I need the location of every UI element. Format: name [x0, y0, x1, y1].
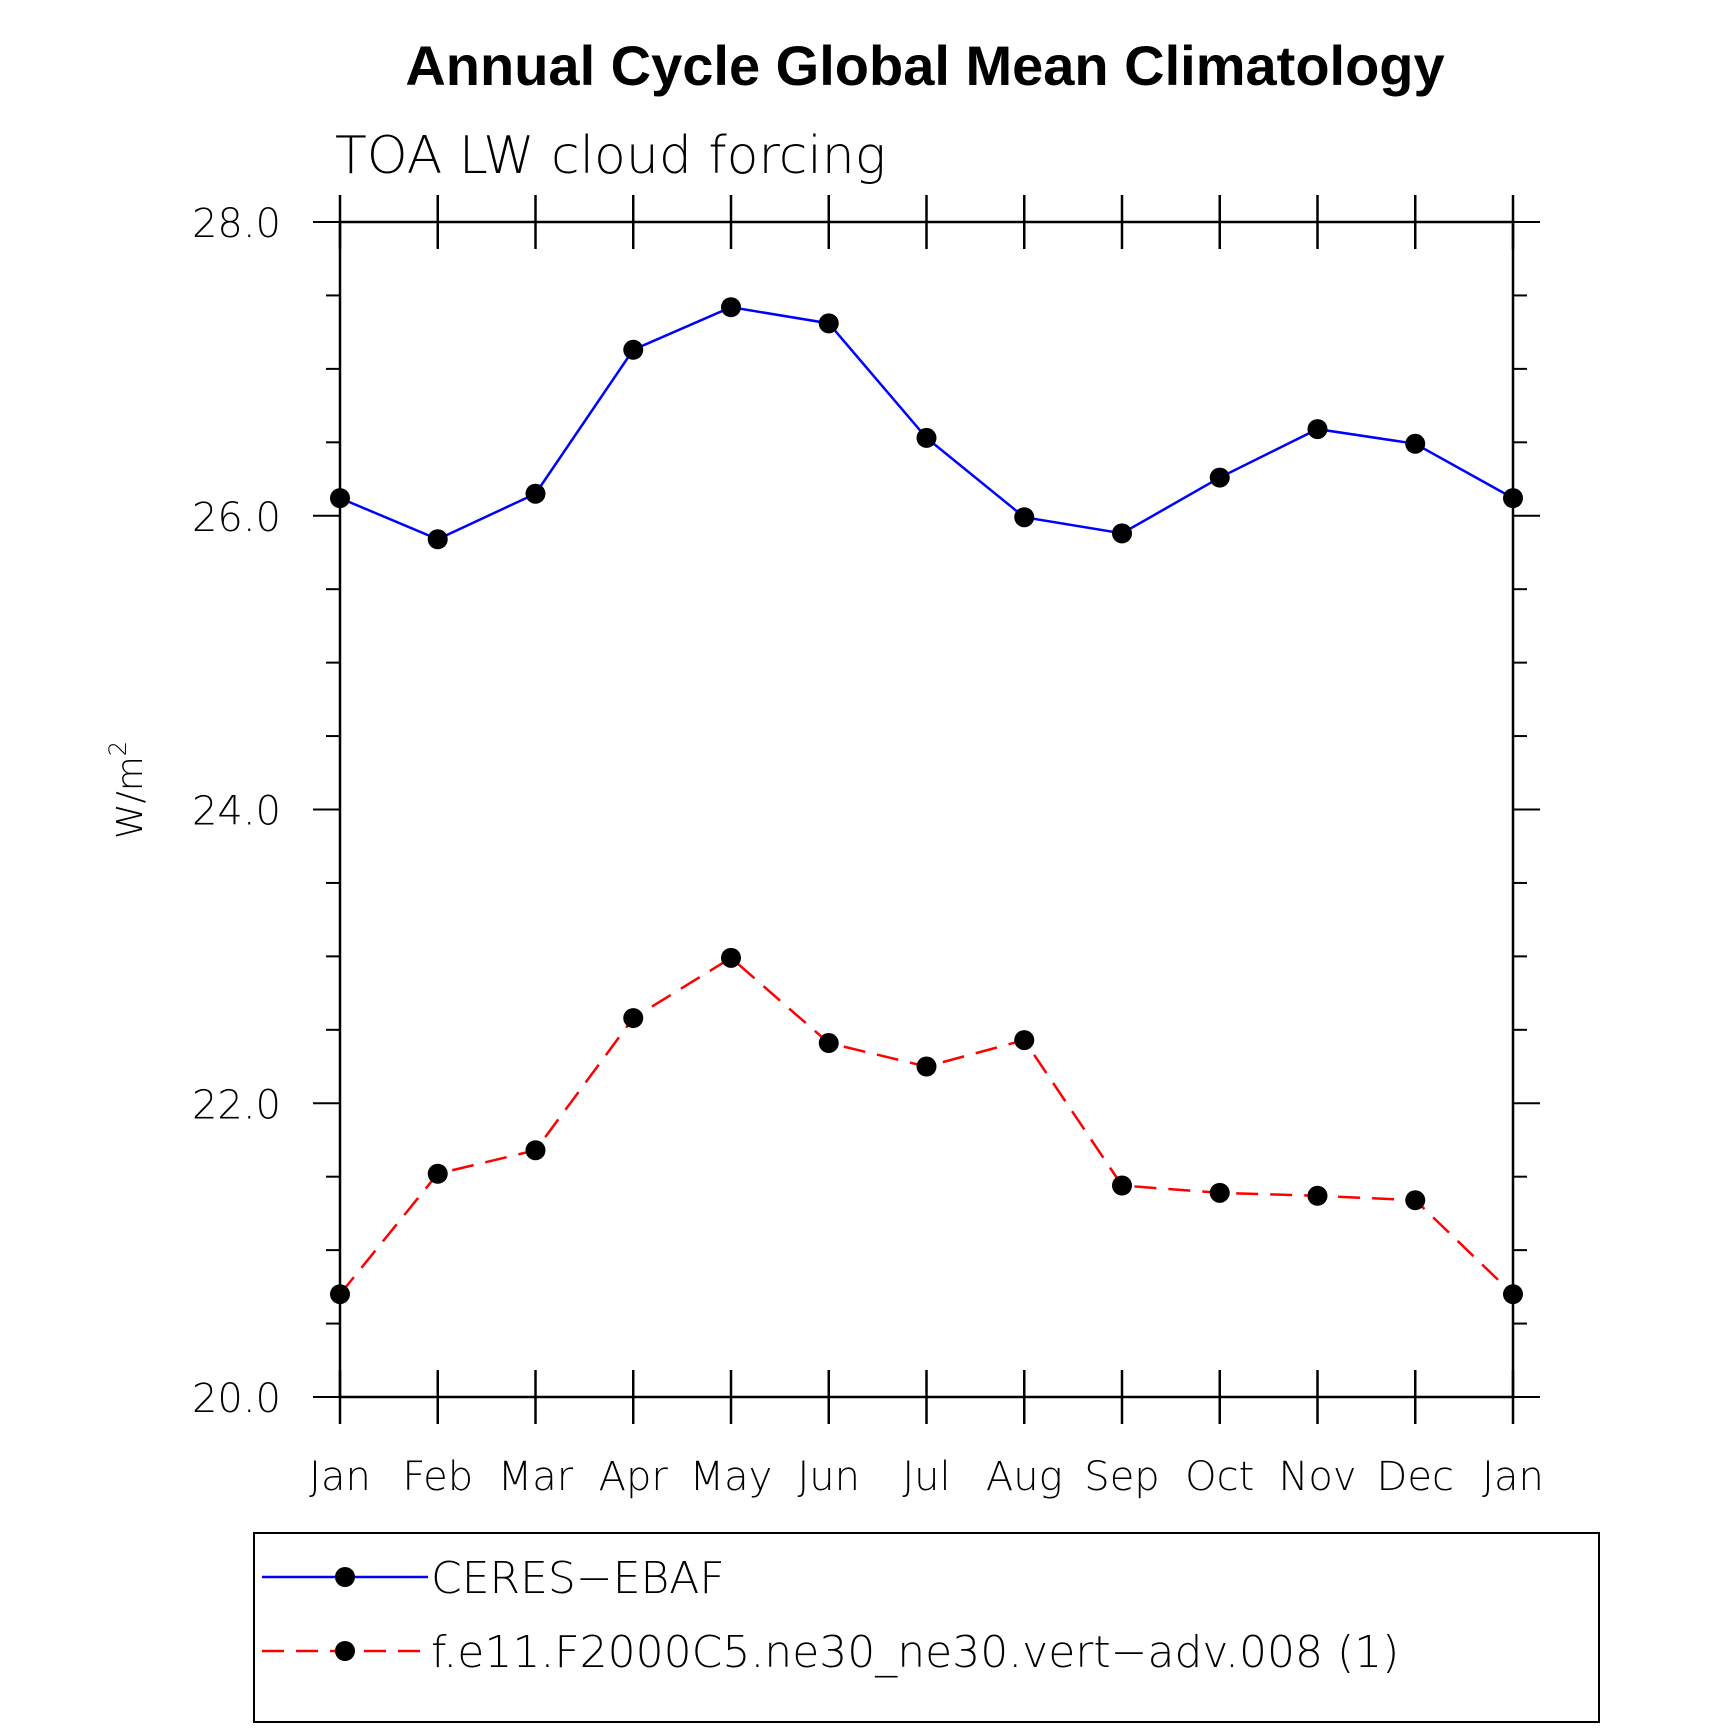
x-tick-label: Jul	[902, 1454, 950, 1500]
data-point	[1503, 488, 1523, 509]
data-point	[916, 427, 937, 448]
legend-label: f.e11.F2000C5.ne30_ne30.vert−adv.008 (1)	[431, 1627, 1399, 1678]
y-axis-label-superscript: 2	[104, 741, 132, 756]
data-point	[721, 297, 741, 318]
data-point	[1112, 523, 1132, 544]
legend: CERES−EBAF f.e11.F2000C5.ne30_ne30.vert−a…	[262, 1553, 1399, 1678]
x-tick-label: Jan	[309, 1454, 371, 1500]
series-line	[339, 305, 1514, 541]
series-2	[330, 947, 1523, 1305]
legend-marker	[335, 1567, 355, 1587]
x-tick-label: Jun	[798, 1454, 861, 1500]
series-line	[339, 956, 1514, 1296]
data-point	[623, 339, 644, 360]
svg-text:W/m2: W/m2	[104, 741, 151, 839]
series-layer	[330, 297, 1523, 1305]
series-1	[330, 297, 1523, 550]
plot-frame	[338, 220, 1515, 1399]
data-point	[1112, 1175, 1132, 1196]
data-point	[525, 483, 546, 504]
data-point	[818, 1033, 839, 1054]
y-axis-label-text: W/m	[110, 756, 151, 839]
chart-title: Annual Cycle Global Mean Climatology	[405, 34, 1444, 97]
x-tick-label: Feb	[402, 1454, 473, 1500]
legend-marker	[335, 1641, 355, 1661]
x-tick-label: Oct	[1185, 1454, 1254, 1500]
data-point	[1307, 419, 1328, 440]
data-point	[916, 1056, 937, 1077]
y-tick-labels: 20.0 22.0 24.0 26.0 28.0	[192, 201, 281, 1422]
data-point	[1209, 467, 1230, 488]
y-tick-label: 26.0	[192, 495, 281, 541]
data-point	[330, 488, 350, 509]
data-point	[1405, 433, 1426, 454]
data-point	[1209, 1182, 1230, 1203]
data-point	[818, 313, 839, 334]
x-tick-label: Jan	[1482, 1454, 1544, 1500]
x-tick-label: Mar	[498, 1454, 574, 1500]
x-tick-label: May	[690, 1454, 773, 1500]
axis-ticks	[313, 195, 1540, 1424]
x-tick-label: Dec	[1377, 1454, 1454, 1500]
legend-box	[253, 1532, 1600, 1723]
data-point	[1014, 1030, 1035, 1051]
data-point	[623, 1008, 644, 1029]
x-tick-label: Sep	[1084, 1454, 1159, 1500]
legend-label: CERES−EBAF	[431, 1553, 725, 1604]
data-point	[1405, 1190, 1426, 1211]
data-point	[1503, 1284, 1523, 1305]
y-tick-label: 22.0	[192, 1082, 281, 1128]
x-tick-label: Aug	[986, 1454, 1063, 1500]
y-tick-label: 24.0	[192, 789, 281, 835]
data-point	[721, 947, 741, 968]
y-tick-label: 28.0	[192, 201, 281, 247]
x-tick-labels: Jan Feb Mar Apr May Jun Jul Aug Sep Oct Nov Dec Jan	[309, 1454, 1544, 1500]
chart-subtitle: TOA LW cloud forcing	[335, 126, 886, 186]
data-point	[427, 529, 448, 550]
data-point	[427, 1163, 448, 1184]
data-point	[1307, 1185, 1328, 1206]
x-tick-label: Nov	[1278, 1454, 1356, 1500]
y-tick-label: 20.0	[192, 1376, 281, 1422]
x-tick-label: Apr	[599, 1454, 669, 1500]
y-axis-label: W/m2	[104, 741, 151, 839]
data-point	[525, 1140, 546, 1161]
data-point	[330, 1284, 350, 1305]
data-point	[1014, 507, 1035, 528]
